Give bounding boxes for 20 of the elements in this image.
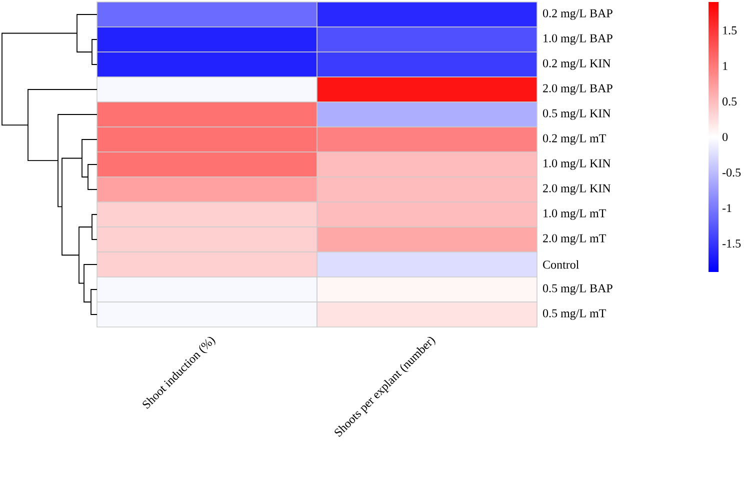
y-tick-label: 1.0 mg/L mT (544, 209, 606, 220)
color-bar-label: 0.5 (722, 97, 737, 106)
y-tick-label: 0.2 mg/L BAP (542, 9, 612, 20)
y-tick-label: 2.0 mg/L BAP (543, 84, 612, 95)
y-tick-label: 0.5 mg/L BAP (542, 284, 612, 295)
color-bar-label: -1 (722, 204, 732, 212)
y-tick-label: 1.0 mg/L KIN (544, 159, 611, 170)
color-bar-label: -0.5 (722, 168, 741, 177)
y-tick-label: 0.2 mg/L KIN (542, 59, 611, 70)
y-tick-label: 2.0 mg/L mT (543, 234, 606, 245)
y-tick-label: 1.0 mg/L BAP (544, 34, 612, 45)
color-bar-label: 0 (722, 132, 728, 142)
y-tick-label: 0.5 mg/L mT (542, 309, 606, 320)
y-tick-label: 0.2 mg/L mT (542, 134, 606, 145)
y-tick-label: 0.5 mg/L KIN (542, 109, 611, 120)
color-bar-label: -1.5 (722, 240, 741, 248)
y-tick-label: Control (543, 260, 579, 269)
y-tick-label: 2.0 mg/L KIN (543, 184, 611, 195)
color-bar-label: 1.5 (723, 26, 737, 34)
color-bar-label: 1 (723, 62, 728, 70)
